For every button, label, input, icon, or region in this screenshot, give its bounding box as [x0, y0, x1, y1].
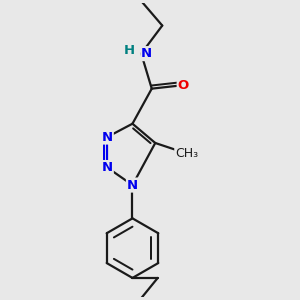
- Text: O: O: [178, 79, 189, 92]
- Text: CH₃: CH₃: [175, 147, 198, 160]
- Text: N: N: [102, 161, 113, 174]
- Text: H: H: [123, 44, 134, 57]
- Text: N: N: [141, 47, 152, 60]
- Text: N: N: [127, 178, 138, 192]
- Text: N: N: [102, 130, 113, 143]
